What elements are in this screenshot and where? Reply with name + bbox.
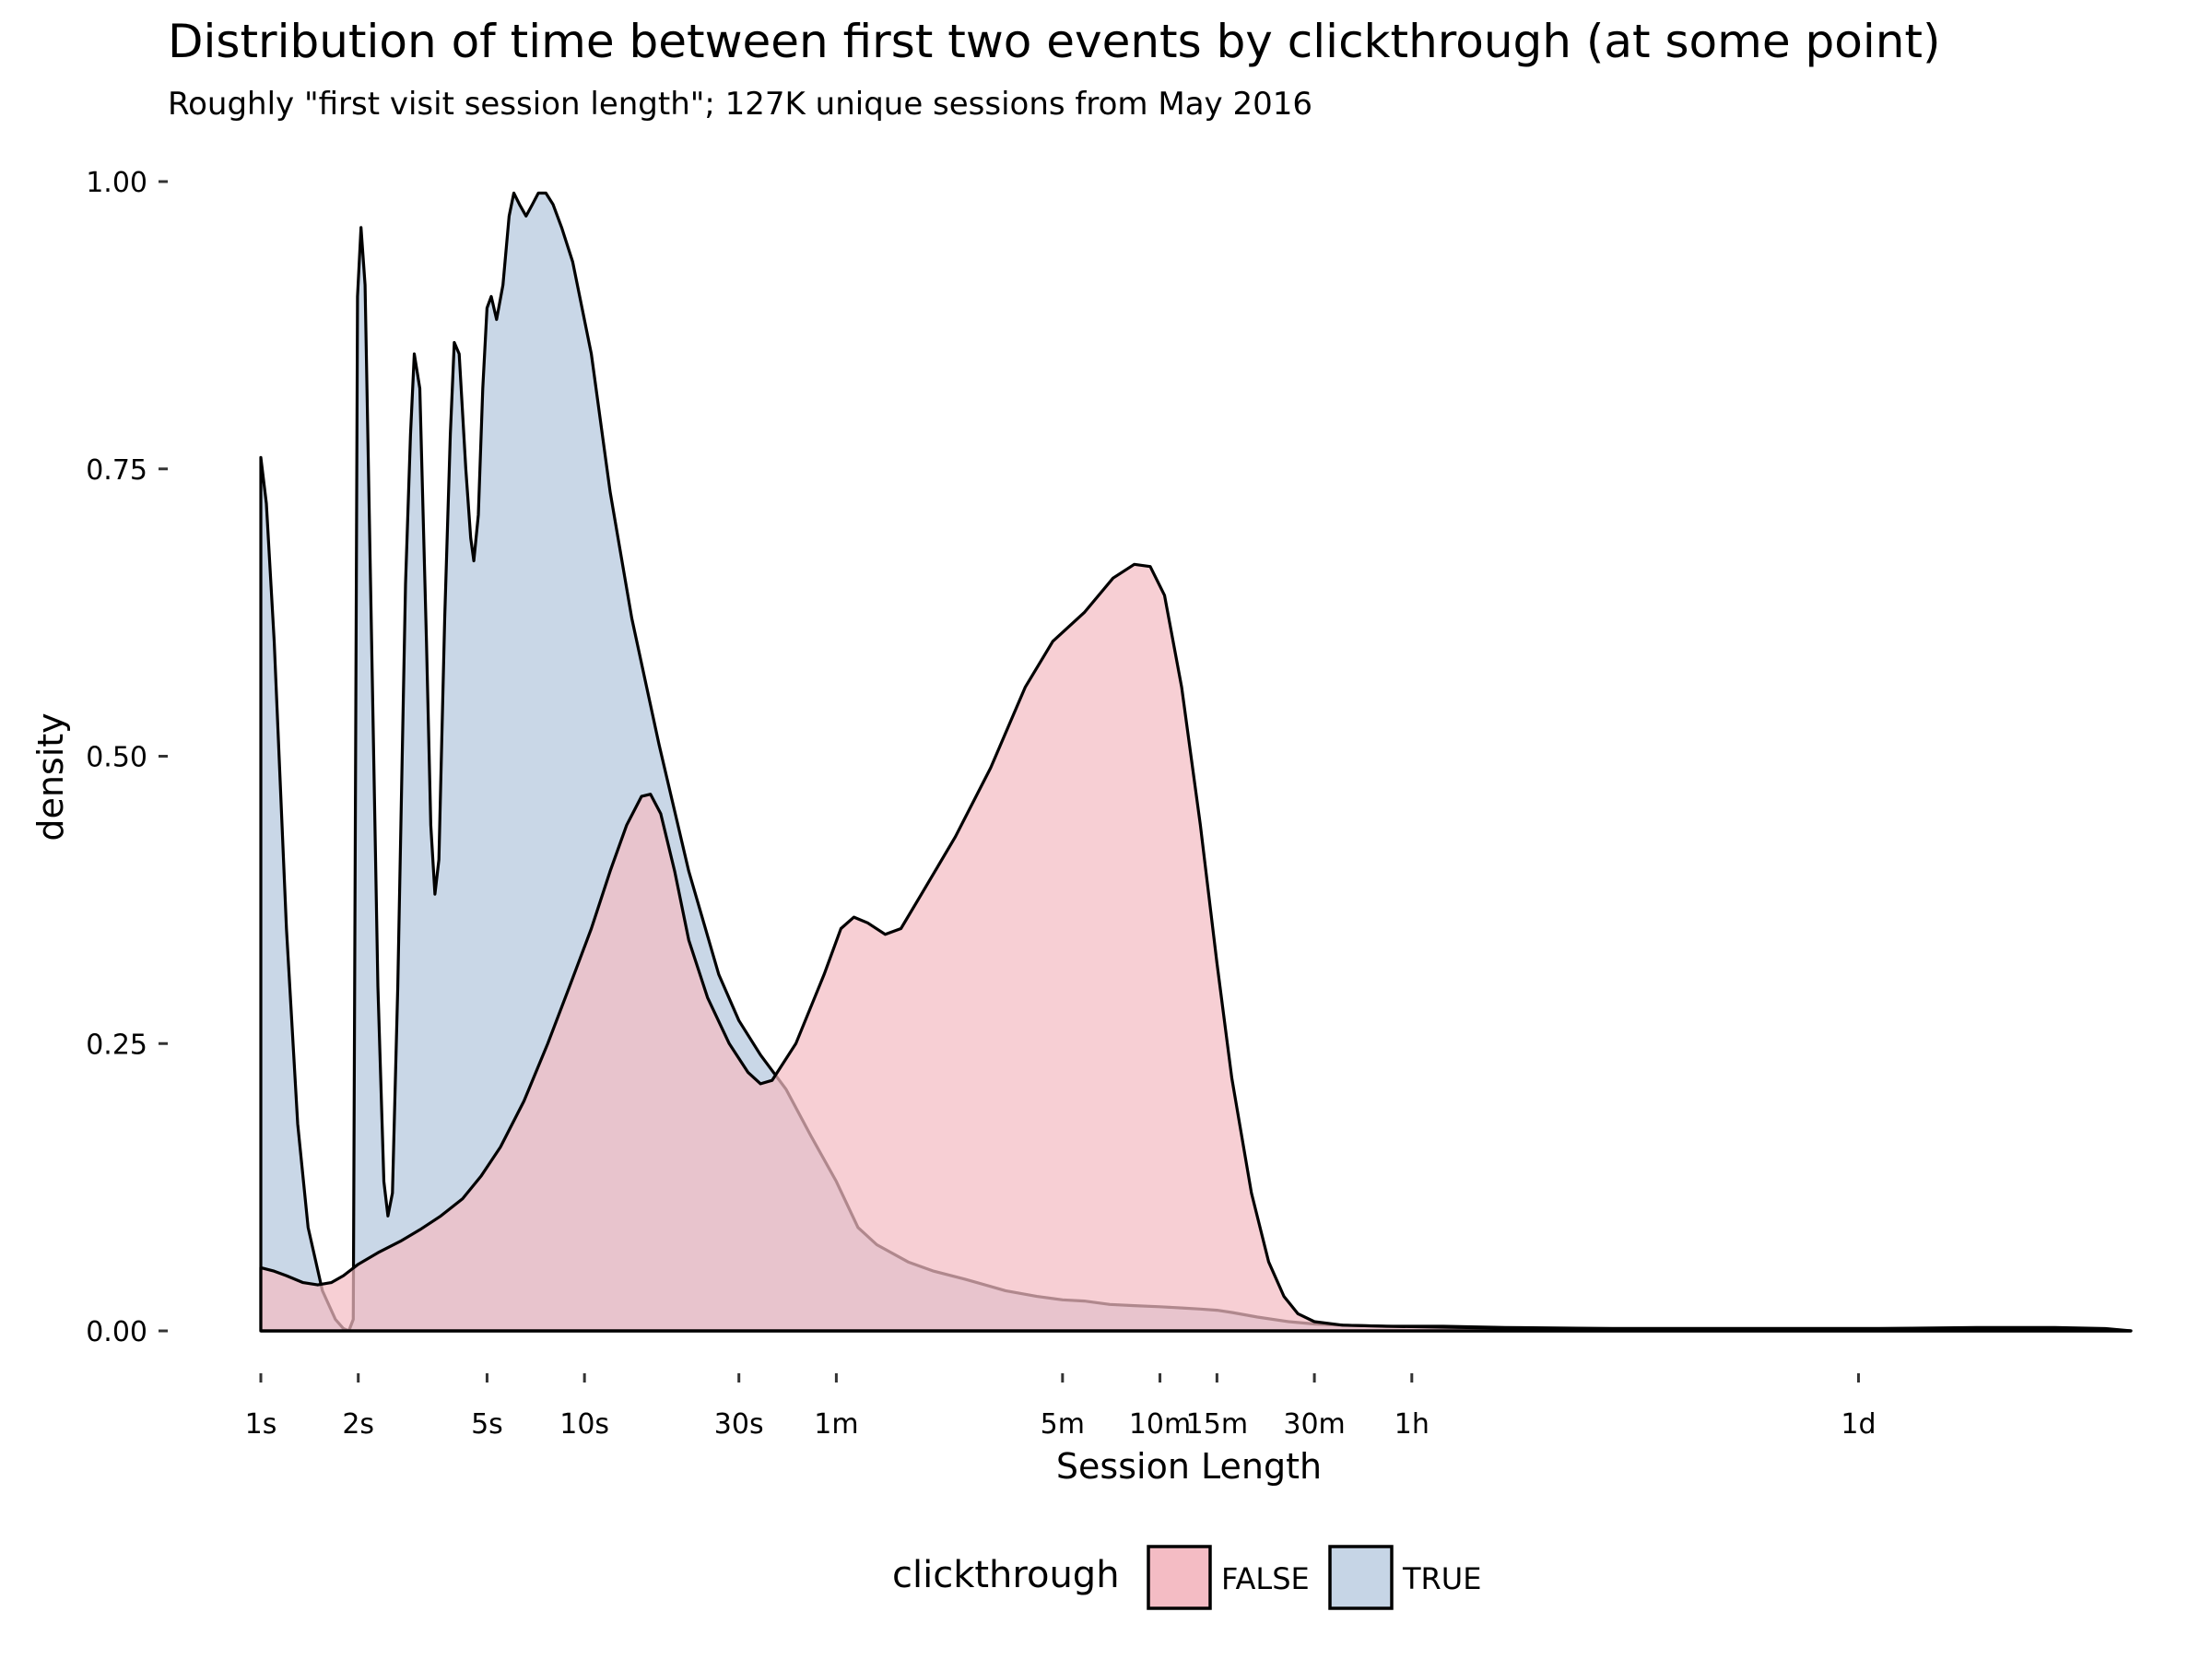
chart-subtitle: Roughly "first visit session length"; 12… <box>168 86 1312 123</box>
x-tick-label: 15m <box>1186 1408 1248 1441</box>
x-axis-title: Session Length <box>1056 1446 1322 1487</box>
y-axis-title: density <box>30 712 71 841</box>
y-tick-label: 1.00 <box>86 167 147 199</box>
legend-key-true <box>1328 1545 1394 1610</box>
x-tick-label: 30s <box>714 1408 764 1441</box>
x-tick-label: 1s <box>245 1408 277 1441</box>
y-tick-label: 0.00 <box>86 1316 147 1348</box>
x-tick-label: 10s <box>559 1408 609 1441</box>
y-tick-label: 0.25 <box>86 1029 147 1061</box>
x-tick-label: 1h <box>1394 1408 1430 1441</box>
legend-label-true: TRUE <box>1402 1561 1481 1596</box>
density-area-false <box>259 562 2133 1333</box>
legend-key-false <box>1147 1545 1212 1610</box>
x-tick-label: 10m <box>1129 1408 1191 1441</box>
y-tick-label: 0.50 <box>86 742 147 774</box>
legend-label-false: FALSE <box>1221 1561 1310 1596</box>
x-tick-label: 2s <box>342 1408 374 1441</box>
x-tick-label: 30m <box>1283 1408 1345 1441</box>
x-tick-label: 5s <box>471 1408 503 1441</box>
x-tick-label: 1d <box>1841 1408 1876 1441</box>
plot-area <box>259 191 2133 1333</box>
x-tick-label: 5m <box>1041 1408 1085 1441</box>
legend: clickthrough FALSE TRUE <box>892 1545 1481 1610</box>
x-tick-label: 1m <box>814 1408 858 1441</box>
y-tick-label: 0.75 <box>86 454 147 487</box>
chart-title: Distribution of time between first two e… <box>168 15 1941 68</box>
legend-title: clickthrough <box>892 1554 1120 1596</box>
